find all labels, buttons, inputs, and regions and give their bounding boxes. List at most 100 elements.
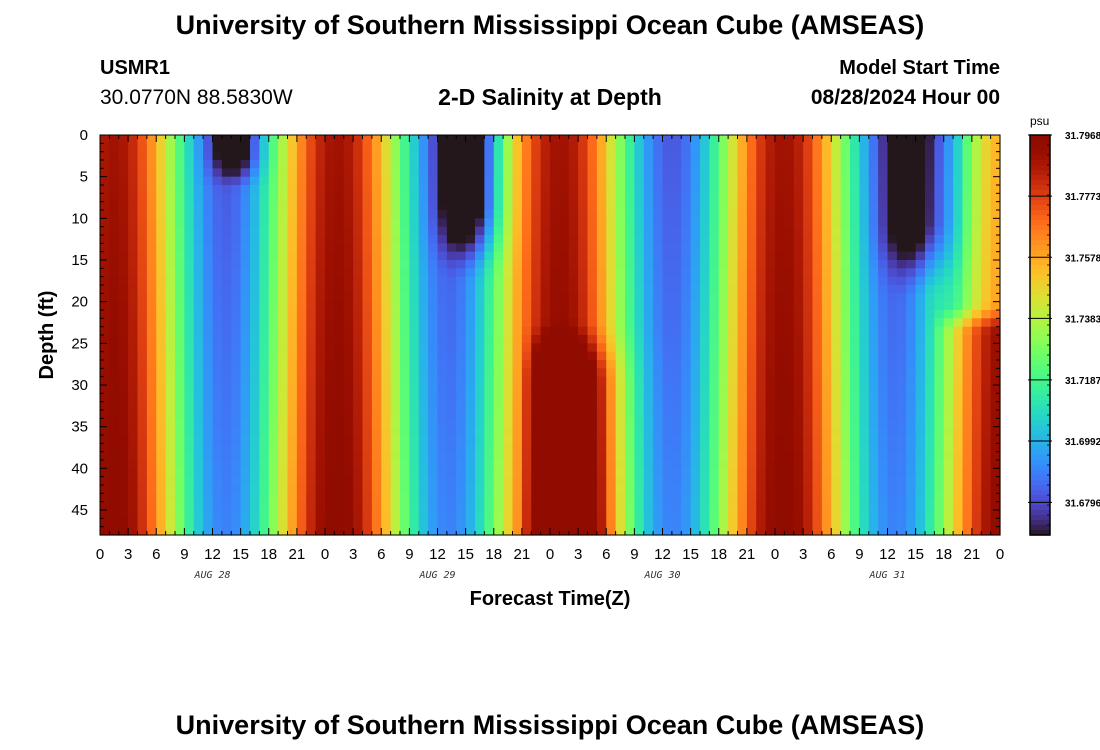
heatmap-cell [343, 318, 354, 328]
heatmap-cell [259, 143, 270, 153]
heatmap-cell [859, 135, 870, 144]
heatmap-cell [512, 193, 523, 203]
heatmap-cell [109, 460, 120, 469]
heatmap-cell [784, 451, 795, 461]
heatmap-cell [596, 251, 607, 261]
heatmap-cell [671, 176, 682, 186]
heatmap-cell [268, 168, 279, 178]
heatmap-cell [943, 151, 954, 161]
heatmap-cell [559, 485, 570, 494]
heatmap-cell [221, 193, 232, 203]
heatmap-cell [671, 143, 682, 153]
heatmap-cell [100, 318, 110, 328]
heatmap-cell [953, 451, 964, 461]
heatmap-cell [775, 285, 785, 294]
heatmap-cell [428, 418, 439, 428]
heatmap-cell [868, 168, 879, 178]
heatmap-cell [971, 151, 982, 161]
heatmap-cell [962, 343, 973, 353]
heatmap-cell [184, 443, 195, 453]
heatmap-cell [381, 201, 392, 211]
heatmap-cell [493, 268, 504, 278]
heatmap-cell [840, 168, 851, 178]
heatmap-cell [325, 293, 335, 303]
heatmap-cell [756, 285, 767, 294]
heatmap-cell [775, 176, 785, 186]
heatmap-cell [981, 385, 992, 394]
heatmap-cell [915, 393, 926, 403]
heatmap-cell [596, 468, 607, 478]
heatmap-cell [306, 151, 317, 161]
heatmap-cell [287, 310, 298, 319]
heatmap-cell [156, 360, 167, 369]
heatmap-cell [803, 193, 814, 203]
heatmap-cell [578, 368, 589, 378]
heatmap-cell [821, 401, 832, 411]
heatmap-cell [203, 501, 214, 511]
heatmap-cell [268, 443, 279, 453]
heatmap-cell [850, 343, 860, 353]
heatmap-cell [812, 343, 823, 353]
heatmap-cell [578, 210, 589, 219]
heatmap-cell [840, 518, 851, 528]
heatmap-cell [728, 268, 739, 278]
heatmap-cell [278, 135, 289, 144]
heatmap-cell [184, 235, 195, 244]
heatmap-cell [662, 476, 673, 486]
heatmap-cell [962, 460, 973, 469]
heatmap-cell [259, 251, 270, 261]
heatmap-cell [596, 335, 607, 344]
heatmap-cell [381, 510, 392, 519]
heatmap-cell [465, 218, 476, 228]
heatmap-cell [878, 210, 889, 219]
colorbar-segment [1030, 205, 1050, 211]
heatmap-cell [259, 301, 270, 311]
heatmap-cell [784, 443, 795, 453]
heatmap-cell [709, 468, 720, 478]
heatmap-cell [653, 326, 664, 336]
heatmap-cell [728, 518, 739, 528]
heatmap-cell [925, 451, 935, 461]
heatmap-cell [700, 151, 710, 161]
heatmap-cell [503, 376, 514, 386]
heatmap-cell [559, 468, 570, 478]
heatmap-cell [859, 193, 870, 203]
heatmap-cell [578, 510, 589, 519]
heatmap-cell [831, 418, 842, 428]
heatmap-cell [400, 343, 410, 353]
heatmap-cell [203, 443, 214, 453]
heatmap-cell [531, 276, 542, 286]
heatmap-cell [296, 518, 307, 528]
heatmap-cell [700, 135, 710, 144]
heatmap-cell [165, 476, 176, 486]
heatmap-cell [390, 243, 401, 253]
heatmap-cell [756, 135, 767, 144]
heatmap-cell [643, 260, 654, 269]
heatmap-cell [193, 510, 204, 519]
heatmap-cell [859, 151, 870, 161]
heatmap-cell [615, 401, 626, 411]
heatmap-cell [990, 418, 1001, 428]
heatmap-cell [437, 435, 448, 444]
heatmap-cell [653, 401, 664, 411]
heatmap-cell [465, 160, 476, 169]
heatmap-cell [437, 176, 448, 186]
heatmap-cell [484, 393, 495, 403]
heatmap-cell [325, 526, 335, 536]
heatmap-cell [775, 418, 785, 428]
heatmap-cell [287, 210, 298, 219]
heatmap-cell [250, 260, 260, 269]
heatmap-cell [175, 243, 185, 253]
heatmap-cell [362, 426, 373, 436]
heatmap-cell [690, 418, 701, 428]
heatmap-cell [212, 301, 223, 311]
heatmap-cell [700, 393, 710, 403]
heatmap-cell [756, 168, 767, 178]
heatmap-cell [465, 210, 476, 219]
heatmap-cell [671, 460, 682, 469]
heatmap-cell [662, 135, 673, 144]
heatmap-cell [409, 493, 420, 503]
heatmap-cell [596, 526, 607, 536]
heatmap-cell [671, 418, 682, 428]
heatmap-cell [896, 268, 907, 278]
